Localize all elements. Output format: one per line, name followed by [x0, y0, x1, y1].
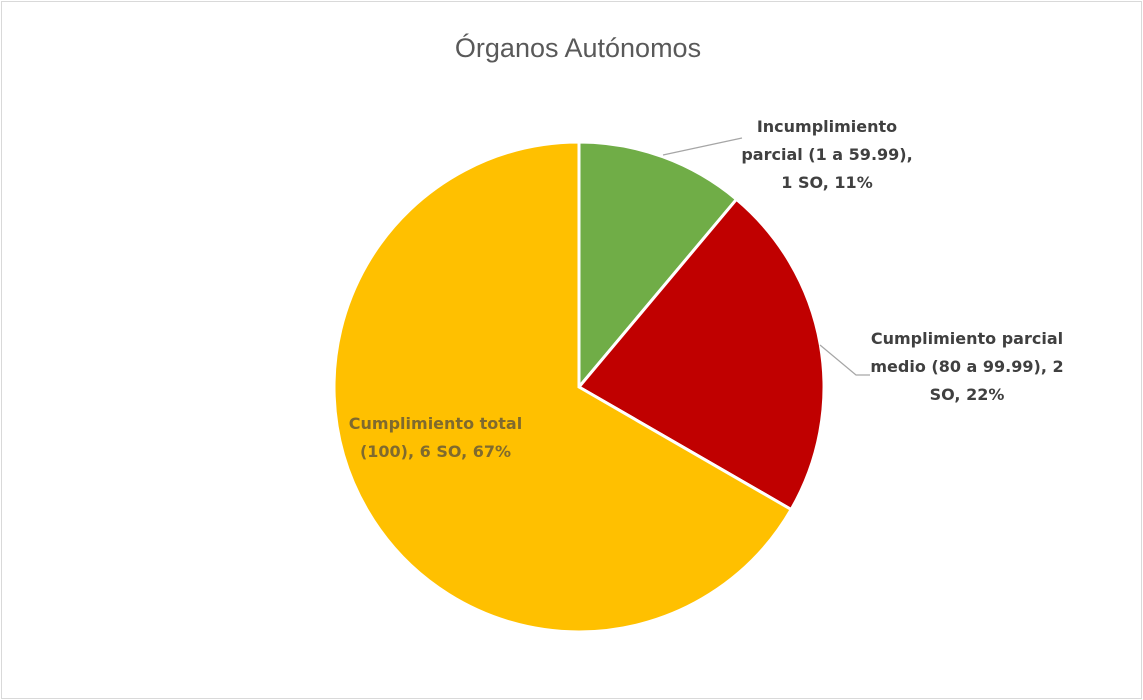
pie-slice — [577, 140, 739, 392]
chart-title: Órganos Autónomos — [455, 32, 701, 63]
slices — [332, 140, 826, 634]
pie-slice — [332, 140, 794, 634]
data-label: Incumplimiento parcial (1 a 59.99), 1 SO… — [741, 117, 913, 192]
label-part: 2 SO — [929, 357, 1064, 404]
pie-slice — [576, 197, 826, 512]
label-part: Cumplimiento total (100) — [348, 414, 523, 461]
label-part: 1 SO — [781, 173, 823, 192]
leader-line — [662, 137, 743, 156]
data-label: Cumplimiento total (100), 6 SO, 67% — [348, 414, 523, 461]
data-label: Cumplimiento parcial medio (80 a 99.99),… — [870, 329, 1064, 404]
label-part: Cumplimiento parcial medio (80 a 99.99) — [870, 329, 1064, 376]
label-part: Incumplimiento parcial (1 a 59.99) — [741, 117, 907, 164]
label-part: 6 SO — [419, 442, 462, 461]
label-part: 22% — [966, 385, 1005, 404]
leader-line — [819, 344, 870, 376]
label-part: 11% — [834, 173, 873, 192]
label-part: 67% — [472, 442, 512, 461]
